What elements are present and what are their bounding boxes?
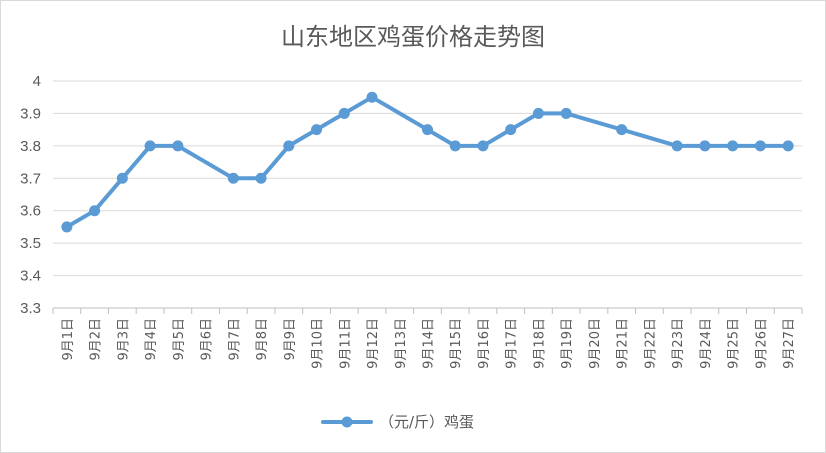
y-tick-label: 3.5 [20, 235, 41, 252]
data-point [532, 107, 544, 119]
data-point [338, 107, 350, 119]
x-tick-label: 9月16日 [477, 318, 492, 369]
data-point [422, 124, 433, 136]
data-point [449, 140, 461, 152]
x-tick-label: 9月13日 [394, 318, 409, 369]
x-tick-label: 9月26日 [754, 318, 769, 369]
x-tick-label: 9月23日 [671, 318, 686, 369]
legend-point-marker [341, 416, 353, 428]
x-tick-label: 9月20日 [588, 318, 603, 369]
data-point [366, 91, 378, 103]
x-tick-label: 9月12日 [366, 318, 381, 369]
data-point [172, 140, 184, 152]
data-point [227, 172, 239, 184]
y-tick-label: 3.8 [20, 138, 41, 155]
x-tick-label: 9月3日 [116, 318, 131, 361]
x-axis [52, 307, 803, 314]
series-line-layer [61, 91, 794, 233]
x-tick-label: 9月19日 [560, 318, 575, 369]
data-point [61, 221, 73, 233]
data-point [782, 140, 794, 152]
x-tick-label: 9月24日 [699, 318, 714, 369]
data-point [699, 140, 711, 152]
y-axis-ticks: 3.3 3.4 3.5 3.6 3.7 3.8 3.9 4 [20, 73, 41, 317]
legend-label: （元/斤）鸡蛋 [379, 413, 474, 431]
x-tick-label: 9月17日 [505, 318, 520, 369]
data-point [754, 140, 766, 152]
x-tick-label: 9月5日 [172, 318, 187, 361]
x-axis-ticks: 9月1日 9月2日 9月3日 9月4日 9月5日 9月6日 9月7日 9月8日 9月9日 9月10… [61, 318, 797, 369]
x-tick-label: 9月11日 [338, 318, 353, 369]
x-tick-label: 9月27日 [782, 318, 797, 369]
x-tick-label: 9月4日 [144, 318, 159, 361]
x-tick-label: 9月15日 [449, 318, 464, 369]
y-tick-label: 3.3 [20, 300, 41, 317]
x-tick-label: 9月9日 [283, 318, 298, 361]
y-tick-label: 3.7 [20, 170, 41, 187]
x-tick-label: 9月14日 [422, 318, 437, 369]
y-tick-label: 3.6 [20, 203, 41, 220]
x-tick-label: 9月25日 [727, 318, 742, 369]
data-point [255, 172, 267, 184]
x-tick-label: 9月21日 [616, 318, 631, 369]
x-tick-label: 9月22日 [643, 318, 658, 369]
legend: （元/斤）鸡蛋 [321, 413, 474, 431]
data-point [311, 124, 323, 136]
x-tick-label: 9月8日 [255, 318, 270, 361]
data-point [560, 107, 572, 119]
chart-title: 山东地区鸡蛋价格走势图 [281, 23, 545, 51]
y-tick-label: 4 [33, 73, 41, 90]
data-point [477, 140, 489, 152]
y-tick-label: 3.4 [20, 268, 41, 285]
x-tick-label: 9月6日 [200, 318, 215, 361]
series-line [64, 95, 791, 229]
y-tick-label: 3.9 [20, 105, 41, 122]
data-point [116, 172, 128, 184]
gridlines [53, 80, 802, 277]
x-tick-label: 9月2日 [89, 318, 104, 361]
x-tick-label: 9月1日 [61, 318, 76, 361]
data-point [505, 124, 517, 136]
data-point [727, 140, 739, 152]
data-point [616, 124, 628, 136]
data-point [671, 140, 683, 152]
data-point [89, 205, 101, 217]
x-tick-label: 9月10日 [311, 318, 326, 369]
x-tick-label: 9月18日 [532, 318, 547, 369]
x-tick-label: 9月7日 [227, 318, 242, 361]
data-point [283, 140, 295, 152]
data-point [144, 140, 156, 152]
